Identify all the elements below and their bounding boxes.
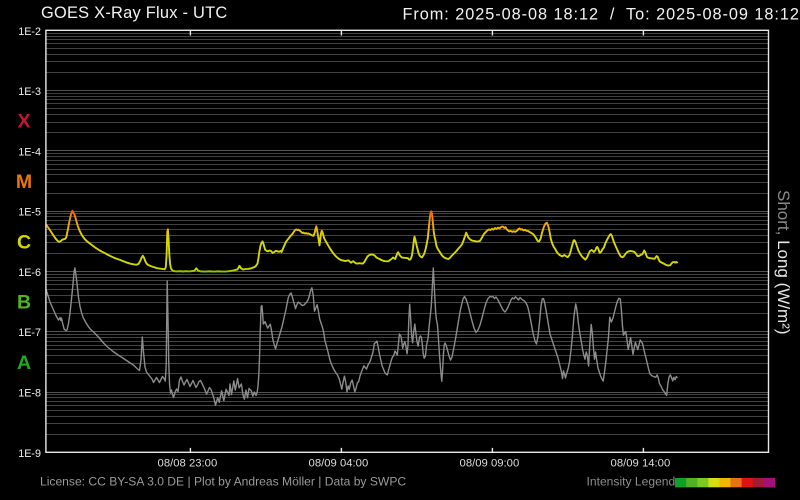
svg-text:X: X bbox=[17, 111, 30, 133]
svg-text:1E-9: 1E-9 bbox=[18, 448, 41, 460]
svg-text:08/08 23:00: 08/08 23:00 bbox=[158, 457, 218, 469]
svg-text:1E-8: 1E-8 bbox=[18, 388, 41, 400]
svg-text:08/09 09:00: 08/09 09:00 bbox=[460, 457, 520, 469]
svg-text:1E-4: 1E-4 bbox=[18, 146, 41, 158]
svg-text:1E-2: 1E-2 bbox=[18, 26, 41, 38]
svg-text:M: M bbox=[16, 171, 32, 193]
svg-text:C: C bbox=[17, 231, 31, 253]
svg-text:From: 2025-08-08 18:12 / To:: From: 2025-08-08 18:12 / To: 2025-08-09 … bbox=[403, 6, 800, 24]
svg-text:08/09 04:00: 08/09 04:00 bbox=[309, 457, 369, 469]
svg-text:Short, Long (W/m²): Short, Long (W/m²) bbox=[774, 190, 793, 335]
svg-text:License: CC BY-SA 3.0 DE | Plo: License: CC BY-SA 3.0 DE | Plot by Andre… bbox=[40, 474, 406, 488]
svg-text:1E-3: 1E-3 bbox=[18, 86, 41, 98]
svg-text:1E-7: 1E-7 bbox=[18, 327, 41, 339]
svg-text:B: B bbox=[17, 292, 31, 314]
svg-text:GOES X-Ray Flux - UTC: GOES X-Ray Flux - UTC bbox=[41, 4, 227, 22]
svg-text:08/09 14:00: 08/09 14:00 bbox=[611, 457, 671, 469]
svg-text:1E-6: 1E-6 bbox=[18, 267, 41, 279]
svg-text:1E-5: 1E-5 bbox=[18, 207, 41, 219]
svg-text:Intensity Legend: Intensity Legend bbox=[587, 474, 676, 488]
svg-text:A: A bbox=[17, 352, 31, 374]
